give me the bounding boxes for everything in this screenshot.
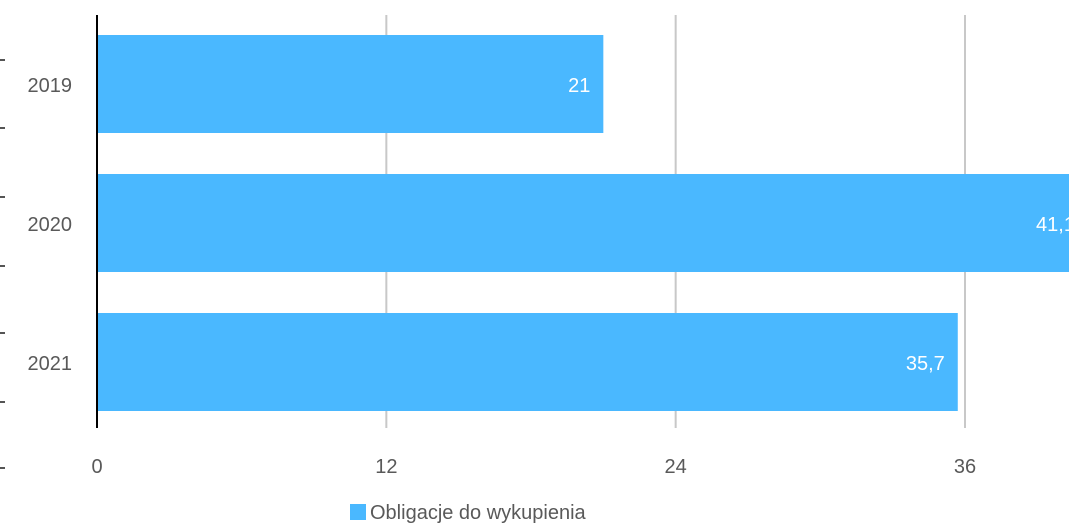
- x-tick-label: 36: [954, 456, 976, 478]
- x-tick-label: 0: [91, 456, 102, 478]
- bar-2020: [98, 174, 1069, 272]
- y-axis-category-labels: 2019 2020 2021: [28, 75, 73, 375]
- legend-label: Obligacje do wykupienia: [370, 502, 587, 523]
- category-label-2020: 2020: [28, 214, 73, 236]
- x-tick-label: 12: [375, 456, 397, 478]
- data-labels: 21 41,1 35,7: [568, 75, 1069, 375]
- category-label-2021: 2021: [28, 353, 73, 375]
- data-label-2020: 41,1: [1036, 214, 1069, 236]
- bar-2019: [98, 35, 604, 133]
- data-label-2019: 21: [568, 75, 590, 97]
- axes: [0, 15, 98, 469]
- category-label-2019: 2019: [28, 75, 73, 97]
- legend: Obligacje do wykupienia: [350, 502, 587, 523]
- x-tick-label: 24: [665, 456, 687, 478]
- x-axis-tick-labels: 0 12 24 36: [91, 456, 976, 478]
- bars: [98, 35, 1069, 411]
- data-label-2021: 35,7: [906, 353, 945, 375]
- legend-swatch: [350, 504, 366, 520]
- bar-2021: [98, 313, 958, 411]
